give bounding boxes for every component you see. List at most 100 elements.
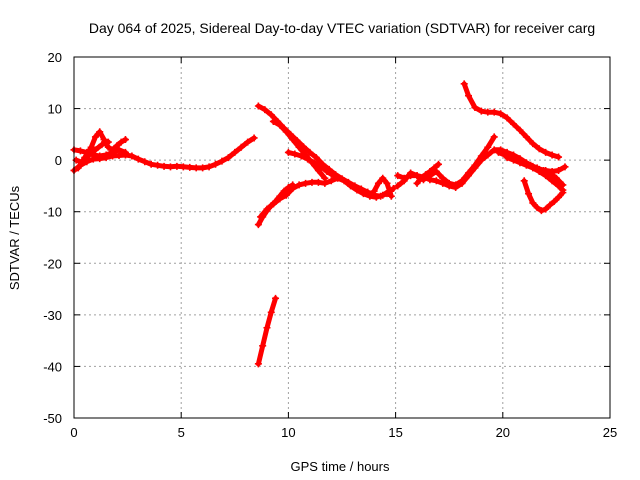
series-arc-17: [520, 177, 567, 215]
data-point: [85, 151, 93, 159]
data-point: [400, 177, 408, 185]
data-point: [74, 164, 82, 172]
data-point: [464, 169, 472, 177]
data-point: [289, 185, 297, 193]
x-tick-label: 10: [281, 425, 295, 440]
x-tick-label: 25: [603, 425, 617, 440]
data-point: [166, 163, 174, 171]
data-point: [314, 166, 322, 174]
series-arc-11: [370, 174, 395, 200]
data-point: [561, 163, 569, 171]
data-point: [555, 153, 563, 161]
data-point: [484, 151, 492, 159]
data-point: [109, 146, 117, 154]
series-line: [461, 81, 561, 160]
data-point: [297, 152, 305, 160]
plot-frame: [73, 56, 611, 419]
data-point: [439, 174, 447, 182]
data-point: [550, 197, 558, 205]
data-point: [555, 182, 563, 190]
data-point: [542, 148, 550, 156]
y-tick-label: -20: [43, 256, 62, 271]
data-point: [224, 154, 232, 162]
data-point: [295, 143, 303, 151]
data-point: [422, 171, 430, 179]
series-arc-13: [394, 133, 498, 190]
data-point: [276, 195, 284, 203]
data-point: [546, 201, 554, 209]
data-point: [379, 174, 387, 182]
data-point: [426, 167, 434, 175]
data-point: [267, 308, 275, 316]
data-point: [96, 128, 104, 136]
data-point: [205, 163, 213, 171]
data-point: [552, 174, 560, 182]
data-point: [314, 178, 322, 186]
data-point: [267, 111, 275, 119]
x-tick-label: 5: [178, 425, 185, 440]
y-tick-label: -40: [43, 359, 62, 374]
data-point: [537, 207, 545, 215]
data-point: [374, 179, 382, 187]
data-point: [237, 143, 245, 151]
data-point: [516, 159, 524, 167]
data-point: [503, 114, 511, 122]
data-point: [179, 163, 187, 171]
data-point: [257, 213, 265, 221]
data-point: [263, 205, 271, 213]
data-point: [261, 106, 269, 114]
y-tick-label: -50: [43, 411, 62, 426]
data-point: [295, 181, 303, 189]
data-point: [548, 151, 556, 159]
data-point: [338, 175, 346, 183]
data-point: [113, 142, 121, 150]
data-point: [458, 177, 466, 185]
data-point: [490, 146, 498, 154]
y-tick-label: -10: [43, 205, 62, 220]
series-arc-3: [74, 128, 129, 172]
data-point: [291, 150, 299, 158]
y-tick-label: 10: [48, 102, 62, 117]
x-axis-label: GPS time / hours: [291, 459, 390, 474]
series-line: [504, 155, 566, 193]
data-point: [96, 152, 104, 160]
series-layer: [70, 80, 569, 368]
data-point: [559, 189, 567, 197]
data-point: [199, 164, 207, 172]
data-point: [510, 156, 518, 164]
data-point: [477, 107, 485, 115]
data-point: [323, 167, 331, 175]
data-point: [460, 80, 468, 88]
data-point: [128, 152, 136, 160]
data-point: [104, 138, 112, 146]
data-point: [272, 294, 280, 302]
data-point: [254, 102, 262, 110]
data-point: [282, 128, 290, 136]
data-point: [434, 160, 442, 168]
data-point: [321, 174, 329, 182]
data-point: [535, 167, 543, 175]
data-point: [121, 136, 129, 144]
data-point: [115, 146, 123, 154]
data-point: [317, 162, 325, 170]
data-point: [484, 108, 492, 116]
data-point: [284, 148, 292, 156]
data-point: [430, 164, 438, 172]
data-point: [497, 110, 505, 118]
data-point: [192, 164, 200, 172]
data-point: [464, 92, 472, 100]
data-point: [516, 126, 524, 134]
data-point: [304, 155, 312, 163]
x-tick-label: 20: [496, 425, 510, 440]
data-point: [154, 161, 162, 169]
data-point: [173, 162, 181, 170]
data-point: [529, 199, 537, 207]
data-point: [91, 133, 99, 141]
data-point: [413, 172, 421, 180]
data-point: [117, 138, 125, 146]
series-arc-4: [72, 138, 112, 167]
data-point: [186, 163, 194, 171]
data-point: [471, 161, 479, 169]
